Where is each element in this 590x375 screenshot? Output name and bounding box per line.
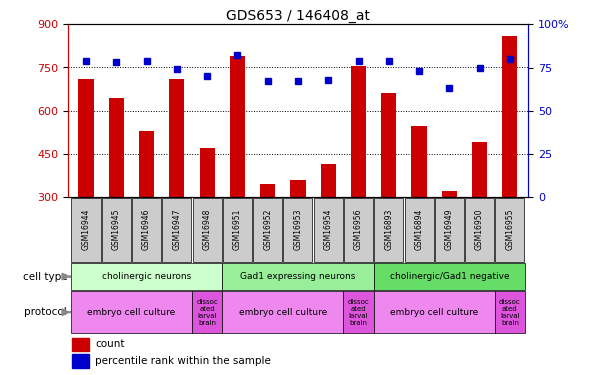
Text: GSM16945: GSM16945: [112, 209, 121, 251]
Bar: [253, 198, 282, 262]
Text: GSM16944: GSM16944: [81, 209, 90, 251]
Text: dissoc
ated
larval
brain: dissoc ated larval brain: [196, 298, 218, 326]
Text: embryo cell culture: embryo cell culture: [390, 308, 478, 316]
Text: GSM16951: GSM16951: [233, 209, 242, 251]
Bar: [373, 291, 495, 333]
Text: protocol: protocol: [25, 307, 67, 317]
Text: GSM16893: GSM16893: [384, 209, 394, 251]
Bar: [223, 198, 252, 262]
Bar: [496, 198, 525, 262]
Bar: [222, 263, 373, 290]
Text: GSM16950: GSM16950: [475, 209, 484, 251]
Text: cholinergic/Gad1 negative: cholinergic/Gad1 negative: [389, 272, 509, 281]
Text: GSM16894: GSM16894: [415, 209, 424, 251]
Bar: [314, 198, 343, 262]
Text: GSM16953: GSM16953: [293, 209, 303, 251]
Bar: [381, 93, 396, 197]
Bar: [320, 164, 336, 197]
Text: dissoc
ated
larval
brain: dissoc ated larval brain: [348, 298, 369, 326]
Bar: [411, 126, 427, 197]
Bar: [101, 198, 131, 262]
Bar: [260, 184, 276, 197]
Bar: [78, 79, 94, 197]
Text: GSM16954: GSM16954: [324, 209, 333, 251]
Bar: [199, 148, 215, 197]
Text: percentile rank within the sample: percentile rank within the sample: [96, 356, 271, 366]
Bar: [192, 198, 222, 262]
Text: Gad1 expressing neurons: Gad1 expressing neurons: [240, 272, 356, 281]
Text: GSM16948: GSM16948: [202, 209, 212, 251]
Title: GDS653 / 146408_at: GDS653 / 146408_at: [226, 9, 370, 23]
Bar: [222, 291, 343, 333]
Bar: [502, 36, 517, 197]
Bar: [192, 291, 222, 333]
Bar: [283, 198, 313, 262]
Bar: [344, 198, 373, 262]
Bar: [73, 338, 88, 351]
Bar: [373, 263, 525, 290]
Text: cholinergic neurons: cholinergic neurons: [102, 272, 191, 281]
Bar: [442, 191, 457, 197]
Bar: [139, 131, 154, 197]
Bar: [374, 198, 404, 262]
Bar: [465, 198, 494, 262]
Bar: [290, 180, 306, 197]
Text: count: count: [96, 339, 125, 349]
Text: GSM16956: GSM16956: [354, 209, 363, 251]
Bar: [405, 198, 434, 262]
Text: GSM16952: GSM16952: [263, 209, 272, 251]
Bar: [71, 291, 192, 333]
Bar: [351, 66, 366, 197]
Text: embryo cell culture: embryo cell culture: [239, 308, 327, 316]
Bar: [343, 291, 373, 333]
Bar: [109, 98, 124, 197]
Text: GSM16955: GSM16955: [506, 209, 514, 251]
Bar: [71, 263, 222, 290]
Bar: [472, 142, 487, 197]
Bar: [230, 56, 245, 197]
Bar: [435, 198, 464, 262]
Bar: [71, 198, 100, 262]
Bar: [169, 79, 185, 197]
Text: embryo cell culture: embryo cell culture: [87, 308, 176, 316]
Bar: [73, 354, 88, 368]
Text: cell type: cell type: [22, 272, 67, 282]
Bar: [162, 198, 191, 262]
Text: GSM16946: GSM16946: [142, 209, 151, 251]
Text: GSM16947: GSM16947: [172, 209, 181, 251]
Bar: [495, 291, 525, 333]
Text: GSM16949: GSM16949: [445, 209, 454, 251]
Text: dissoc
ated
larval
brain: dissoc ated larval brain: [499, 298, 521, 326]
Bar: [132, 198, 161, 262]
